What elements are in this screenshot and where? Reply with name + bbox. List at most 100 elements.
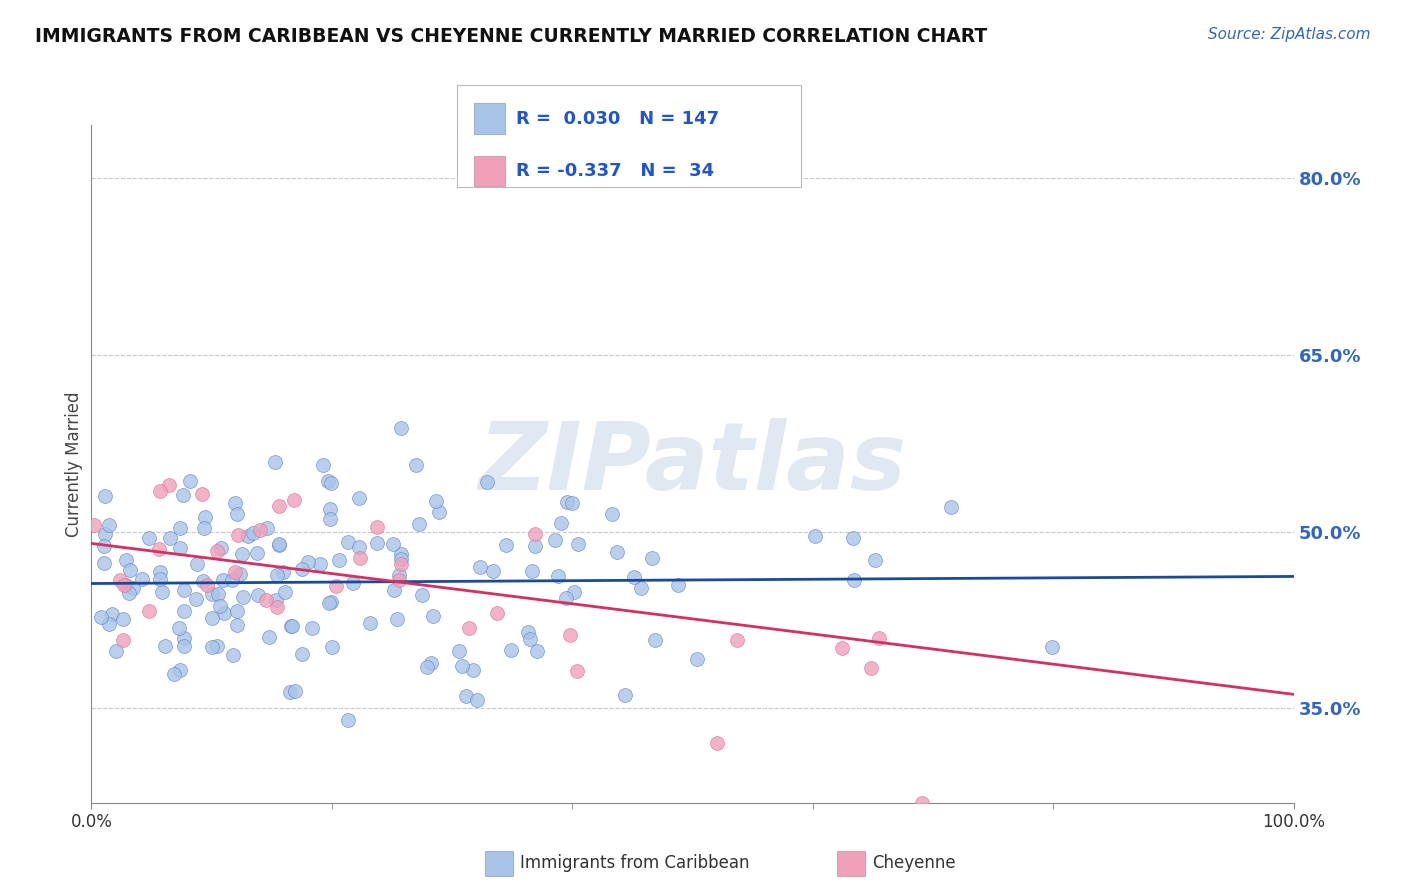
- Point: [94, 527, 117, 541]
- Point: [600, 507, 623, 521]
- Point: [623, 570, 645, 584]
- Point: [481, 564, 503, 578]
- Point: [169, 541, 191, 555]
- Point: [804, 529, 827, 543]
- Point: [120, 563, 142, 577]
- Point: [831, 640, 853, 655]
- Point: [337, 713, 360, 727]
- Point: [263, 455, 285, 469]
- Point: [447, 643, 470, 657]
- Point: [173, 639, 195, 653]
- Point: [118, 585, 141, 599]
- Point: [411, 588, 433, 602]
- Point: [301, 621, 323, 635]
- Point: [281, 619, 304, 633]
- Point: [524, 527, 547, 541]
- Point: [271, 565, 294, 579]
- Point: [267, 537, 290, 551]
- Point: [246, 588, 269, 602]
- Point: [555, 495, 578, 509]
- Point: [90, 609, 112, 624]
- Point: [229, 566, 252, 581]
- Point: [863, 553, 886, 567]
- Point: [284, 683, 307, 698]
- Point: [225, 507, 247, 521]
- Point: [98, 617, 121, 632]
- Point: [108, 573, 131, 587]
- Point: [163, 667, 186, 681]
- Point: [499, 643, 522, 657]
- Point: [150, 585, 173, 599]
- Point: [200, 611, 222, 625]
- Point: [224, 565, 246, 579]
- Point: [316, 474, 339, 488]
- Point: [457, 621, 479, 635]
- Point: [519, 632, 541, 646]
- Point: [266, 600, 288, 615]
- Point: [195, 578, 218, 592]
- Point: [224, 496, 246, 510]
- Point: [388, 574, 411, 588]
- Point: [319, 475, 342, 490]
- Point: [486, 606, 509, 620]
- Point: [121, 581, 143, 595]
- Point: [94, 489, 117, 503]
- Point: [342, 575, 364, 590]
- Point: [382, 582, 405, 597]
- Point: [184, 591, 207, 606]
- Point: [349, 551, 371, 566]
- Point: [93, 556, 115, 570]
- Point: [366, 520, 388, 534]
- Point: [911, 796, 934, 810]
- Point: [520, 564, 543, 578]
- Point: [249, 523, 271, 537]
- Point: [451, 659, 474, 673]
- Text: Source: ZipAtlas.com: Source: ZipAtlas.com: [1208, 27, 1371, 42]
- Point: [550, 516, 572, 530]
- Point: [328, 553, 350, 567]
- Point: [283, 493, 305, 508]
- Point: [231, 547, 253, 561]
- Point: [214, 607, 236, 621]
- Point: [686, 651, 709, 665]
- Point: [842, 574, 865, 588]
- Point: [523, 539, 546, 553]
- Point: [157, 478, 180, 492]
- Point: [138, 604, 160, 618]
- Text: R =  0.030   N = 147: R = 0.030 N = 147: [516, 110, 718, 128]
- Point: [93, 539, 115, 553]
- Point: [209, 541, 232, 556]
- Point: [475, 475, 498, 490]
- Point: [613, 688, 636, 702]
- Point: [256, 521, 278, 535]
- Point: [337, 534, 360, 549]
- Point: [115, 578, 138, 592]
- Point: [387, 568, 409, 582]
- Point: [153, 640, 176, 654]
- Point: [209, 599, 232, 613]
- Point: [495, 538, 517, 552]
- Point: [725, 633, 748, 648]
- Point: [606, 545, 628, 559]
- Point: [366, 536, 388, 550]
- Point: [859, 660, 882, 674]
- Point: [205, 544, 228, 558]
- Point: [389, 552, 412, 566]
- Point: [325, 579, 347, 593]
- Point: [280, 619, 302, 633]
- Point: [567, 537, 589, 551]
- Point: [221, 573, 243, 587]
- Text: Immigrants from Caribbean: Immigrants from Caribbean: [520, 855, 749, 872]
- Point: [405, 458, 427, 473]
- Point: [347, 540, 370, 554]
- Point: [319, 501, 342, 516]
- Point: [131, 572, 153, 586]
- Point: [425, 494, 447, 508]
- Point: [269, 538, 291, 552]
- Point: [159, 532, 181, 546]
- Point: [169, 521, 191, 535]
- Point: [246, 546, 269, 560]
- Point: [201, 587, 224, 601]
- Point: [226, 604, 249, 618]
- Point: [547, 569, 569, 583]
